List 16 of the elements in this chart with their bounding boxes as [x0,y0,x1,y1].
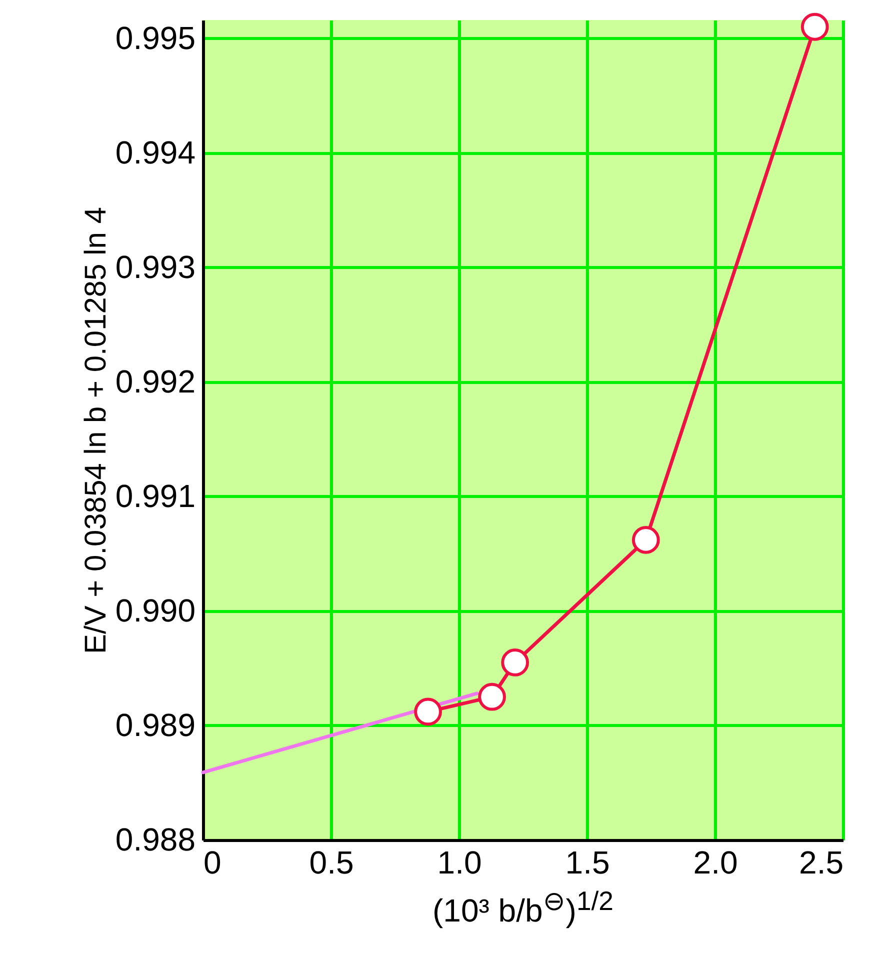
y-tick-label: 0.993 [115,248,196,285]
y-axis-title: E/V + 0.03854 ln b + 0.01285 ln 4 [79,206,112,654]
y-tick-label: 0.989 [115,706,196,743]
x-tick-label: 1.5 [565,844,610,880]
y-tick-label: 0.988 [115,822,196,858]
y-tick-label: 0.991 [115,478,196,514]
x-tick-label: 2.0 [693,844,738,880]
y-tick-label: 0.994 [115,134,196,170]
x-tick-label: 0 [204,844,222,880]
y-tick-label: 0.995 [115,20,196,56]
x-axis-title: (10³ b/b$^{⊖}$)$^{1/2}$ [432,885,614,930]
y-tick-label: 0.992 [115,363,196,400]
x-tick-label: 2.5 [799,844,844,880]
x-tick-label: 1.0 [437,844,482,880]
y-tick-label: 0.990 [115,592,196,628]
x-tick-label: 0.5 [309,844,354,880]
